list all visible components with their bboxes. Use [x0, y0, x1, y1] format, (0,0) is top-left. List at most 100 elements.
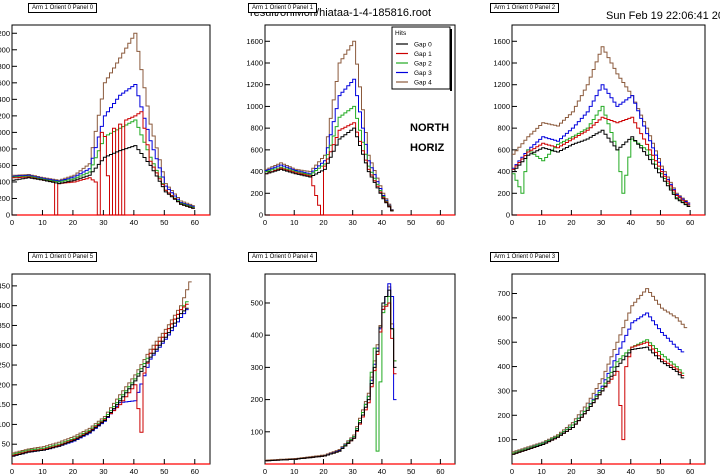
y-tick-label: 150 [0, 400, 10, 409]
legend-box [391, 26, 451, 90]
y-tick-label: 400 [0, 301, 10, 310]
y-tick-label: 400 [497, 167, 510, 176]
y-tick-label: 350 [0, 321, 10, 330]
x-tick-label: 60 [686, 467, 694, 474]
y-tick-label: 1000 [246, 102, 263, 111]
x-tick-label: 40 [627, 218, 635, 227]
y-tick-label: 400 [250, 167, 263, 176]
y-tick-label: 200 [0, 380, 10, 389]
x-tick-label: 50 [160, 467, 168, 474]
y-tick-label: 1000 [0, 128, 10, 137]
y-tick-label: 1200 [0, 111, 10, 120]
y-tick-label: 600 [497, 313, 510, 322]
plot-frame [11, 24, 211, 216]
x-tick-label: 60 [436, 467, 444, 474]
x-tick-label: 10 [290, 467, 298, 474]
x-tick-label: 20 [319, 467, 327, 474]
y-tick-label: 250 [0, 361, 10, 370]
x-tick-label: 40 [130, 218, 138, 227]
y-tick-label: 200 [250, 395, 263, 404]
x-tick-label: 50 [656, 467, 664, 474]
y-tick-label: 1800 [0, 62, 10, 71]
series-gap-4 [265, 286, 397, 461]
x-tick-label: 10 [538, 218, 546, 227]
legend-title: Hits [395, 30, 407, 37]
x-tick-label: 60 [436, 218, 444, 227]
panel-1: 0 200 400 600 800 1000 1200 1400 1600 0 10 20 30 40 50… [246, 24, 456, 227]
x-tick-label: 60 [686, 218, 694, 227]
x-tick-label: 30 [99, 218, 107, 227]
series-gap-1 [12, 303, 189, 456]
x-tick-label: 30 [349, 218, 357, 227]
series-gap-3 [265, 78, 394, 211]
panel-title: Arm 1 Orient 0 Panel 0 [28, 3, 98, 13]
y-tick-label: 200 [0, 194, 10, 203]
series-gap-4 [512, 288, 688, 453]
series-gap-4 [512, 46, 691, 204]
x-tick-label: 30 [99, 467, 107, 474]
series-gap-3 [12, 309, 189, 457]
panel-title: Arm 1 Orient 0 Panel 5 [28, 252, 98, 262]
y-tick-label: 800 [0, 144, 10, 153]
y-tick-label: 2200 [0, 29, 10, 38]
plot-frame [264, 273, 456, 465]
panel-4: 100 200 300 400 500 0 10 20 30 40 50 60 [250, 273, 456, 474]
y-tick-label: 100 [497, 435, 510, 444]
y-tick-label: 450 [0, 281, 10, 290]
y-tick-label: 500 [497, 338, 510, 347]
series-gap-0 [12, 307, 189, 457]
panel-2: 0 200 400 600 800 1000 1200 1400 1600 0 10 20 30 40 50… [493, 24, 706, 227]
y-tick-label: 0 [506, 211, 510, 220]
plot-frame [11, 273, 211, 465]
y-tick-label: 400 [0, 177, 10, 186]
x-tick-label: 0 [510, 218, 514, 227]
series-gap-4 [265, 40, 394, 211]
x-tick-label: 10 [38, 467, 46, 474]
x-tick-label: 0 [263, 467, 267, 474]
legend-shadow [450, 29, 452, 91]
x-tick-label: 40 [627, 467, 635, 474]
y-tick-label: 0 [259, 211, 263, 220]
series-gap-3 [512, 312, 685, 454]
series-gap-0 [12, 145, 195, 209]
x-tick-label: 20 [319, 218, 327, 227]
legend-entry: Gap 0 [414, 42, 432, 49]
series-gap-0 [512, 346, 685, 455]
x-tick-label: 0 [10, 218, 14, 227]
panel-3: 50 100 150 200 250 300 350 400 450 0 10 20 30 40 50 60 [0, 273, 211, 474]
panel-title: Arm 1 Orient 0 Panel 2 [490, 3, 560, 13]
y-tick-label: 100 [250, 427, 263, 436]
x-tick-label: 50 [407, 467, 415, 474]
y-tick-label: 1000 [493, 102, 510, 111]
panel-title: Arm 1 Orient 0 Panel 1 [248, 3, 318, 13]
legend-entry: Gap 2 [414, 61, 432, 68]
y-tick-label: 400 [497, 362, 510, 371]
panel-title: Arm 1 Orient 0 Panel 4 [248, 252, 318, 262]
y-tick-label: 300 [250, 363, 263, 372]
x-tick-label: 50 [160, 218, 168, 227]
x-tick-label: 20 [567, 467, 575, 474]
y-tick-label: 300 [497, 386, 510, 395]
series-gap-1 [512, 116, 691, 206]
y-tick-label: 600 [497, 145, 510, 154]
y-tick-label: 600 [0, 161, 10, 170]
x-tick-label: 50 [656, 218, 664, 227]
legend-entry: Gap 3 [414, 70, 432, 77]
x-tick-label: 20 [567, 218, 575, 227]
y-tick-label: 300 [0, 341, 10, 350]
series-gap-3 [512, 84, 691, 205]
series-gap-3 [12, 84, 195, 208]
x-tick-label: 10 [38, 218, 46, 227]
panel-title: Arm 1 Orient 0 Panel 3 [490, 252, 560, 262]
y-tick-label: 1600 [0, 78, 10, 87]
y-tick-label: 1600 [246, 37, 263, 46]
y-tick-label: 800 [497, 124, 510, 133]
y-tick-label: 1200 [246, 80, 263, 89]
y-tick-label: 1400 [0, 95, 10, 104]
series-gap-1 [265, 302, 397, 462]
x-tick-label: 40 [130, 467, 138, 474]
y-tick-label: 200 [497, 411, 510, 420]
series-gap-1 [265, 122, 394, 216]
